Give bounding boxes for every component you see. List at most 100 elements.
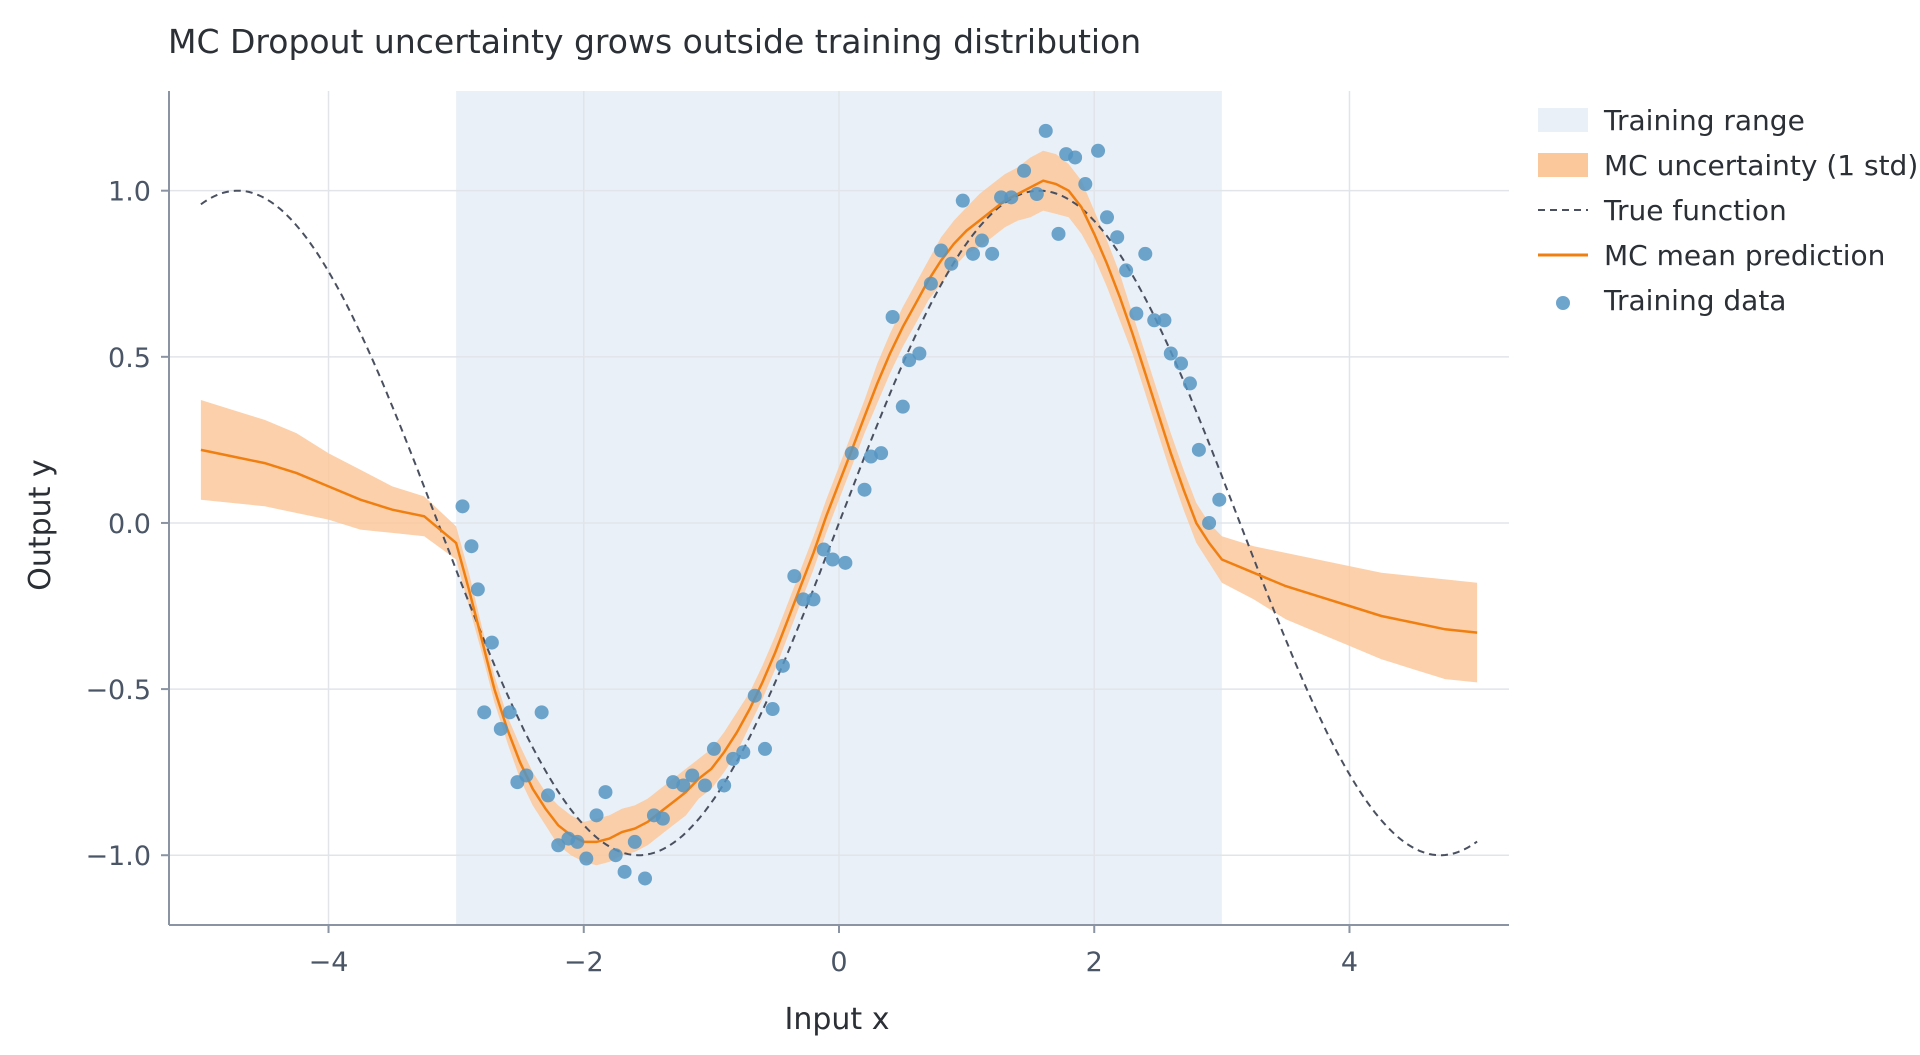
tick-labels-layer: −4 −2 0 2 4 −1.0 −0.5 0.0 0.5 1.0 — [85, 177, 1358, 978]
training-points-layer — [455, 123, 1227, 886]
training-point — [484, 635, 499, 650]
training-point — [1191, 442, 1206, 457]
true-function-layer — [200, 189, 1478, 857]
training-point — [464, 539, 479, 554]
training-point — [598, 785, 613, 800]
training-point — [717, 778, 732, 793]
training-point — [1110, 230, 1125, 245]
training-point — [757, 741, 772, 756]
training-point — [726, 751, 741, 766]
training-point — [551, 838, 566, 853]
training-point — [1182, 376, 1197, 391]
training-point — [765, 702, 780, 717]
training-point — [1147, 313, 1162, 328]
training-point — [1138, 246, 1153, 261]
training-point — [589, 808, 604, 823]
training-point — [655, 811, 670, 826]
training-point — [944, 256, 959, 271]
training-point — [1212, 492, 1227, 507]
training-point — [1038, 123, 1053, 138]
training-point — [1157, 313, 1172, 328]
legend-label: True function — [1603, 194, 1787, 227]
training-point — [816, 542, 831, 557]
y-axis-label: Output y — [23, 459, 58, 591]
training-point — [857, 482, 872, 497]
training-point — [1174, 356, 1189, 371]
training-point — [579, 851, 594, 866]
training-point — [1004, 190, 1019, 205]
training-point — [1051, 226, 1066, 241]
legend-swatch-uncertainty — [1538, 153, 1588, 177]
training-point — [923, 276, 938, 291]
training-point — [787, 569, 802, 584]
training-point — [638, 871, 653, 886]
training-point — [974, 233, 989, 248]
legend-label: MC mean prediction — [1604, 239, 1885, 272]
training-point — [570, 834, 585, 849]
training-point — [685, 768, 700, 783]
training-point — [627, 834, 642, 849]
training-point — [934, 243, 949, 258]
training-point — [477, 705, 492, 720]
training-point — [874, 446, 889, 461]
training-point — [1163, 346, 1178, 361]
legend-label: MC uncertainty (1 std) — [1604, 149, 1918, 182]
training-point — [844, 446, 859, 461]
training-point — [502, 705, 517, 720]
training-point — [1068, 150, 1083, 165]
legend-swatch-training-data — [1556, 296, 1570, 310]
training-point — [885, 309, 900, 324]
mean-prediction-line — [200, 179, 1478, 844]
training-point — [838, 555, 853, 570]
x-tick-label: 4 — [1341, 947, 1358, 978]
true-function-line — [200, 189, 1478, 857]
training-point — [541, 788, 556, 803]
training-point — [895, 399, 910, 414]
y-tick-label: 0.0 — [108, 509, 151, 540]
mean-prediction-layer — [200, 179, 1478, 844]
training-point — [617, 864, 632, 879]
training-point — [1129, 306, 1144, 321]
training-point — [1017, 163, 1032, 178]
legend: Training range MC uncertainty (1 std) True… — [1538, 104, 1918, 317]
training-point — [902, 353, 917, 368]
legend-label: Training data — [1603, 284, 1786, 317]
y-tick-label: −1.0 — [85, 841, 151, 872]
training-point — [912, 346, 927, 361]
training-point — [736, 745, 751, 760]
y-tick-label: −0.5 — [85, 675, 151, 706]
training-point — [825, 552, 840, 567]
x-tick-label: −4 — [309, 947, 349, 978]
training-point — [1029, 187, 1044, 202]
training-point — [1078, 177, 1093, 192]
training-point — [706, 741, 721, 756]
training-point — [698, 778, 712, 793]
training-point — [676, 778, 691, 793]
training-point — [775, 658, 790, 673]
training-point — [747, 688, 762, 703]
training-point — [1119, 263, 1134, 278]
legend-label: Training range — [1603, 104, 1805, 137]
training-point — [796, 592, 811, 607]
training-point — [1100, 210, 1114, 225]
training-point — [455, 499, 470, 514]
y-tick-label: 0.5 — [108, 343, 151, 374]
training-point — [534, 705, 549, 720]
training-point — [955, 193, 970, 208]
training-point — [608, 848, 623, 863]
x-tick-label: −2 — [564, 947, 604, 978]
legend-swatch-training-range — [1538, 108, 1588, 132]
x-axis-label: Input x — [785, 1002, 890, 1037]
y-tick-label: 1.0 — [108, 177, 151, 208]
x-tick-label: 0 — [830, 947, 847, 978]
training-point — [1202, 515, 1217, 530]
chart-title: MC Dropout uncertainty grows outside tra… — [168, 22, 1141, 61]
training-point — [806, 592, 821, 607]
training-point — [994, 190, 1009, 205]
training-point — [985, 246, 1000, 261]
training-point — [966, 246, 980, 261]
training-point — [493, 721, 508, 736]
training-point — [470, 582, 485, 597]
x-tick-label: 2 — [1086, 947, 1103, 978]
